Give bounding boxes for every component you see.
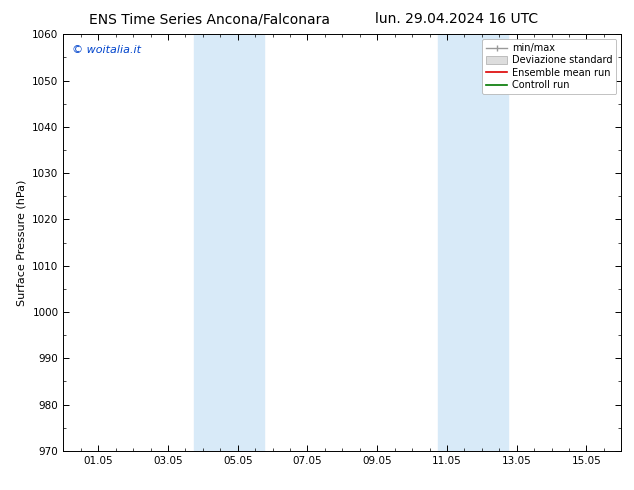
Text: lun. 29.04.2024 16 UTC: lun. 29.04.2024 16 UTC bbox=[375, 12, 538, 26]
Bar bbox=[194, 34, 264, 451]
Text: © woitalia.it: © woitalia.it bbox=[72, 45, 141, 55]
Y-axis label: Surface Pressure (hPa): Surface Pressure (hPa) bbox=[16, 179, 27, 306]
Legend: min/max, Deviazione standard, Ensemble mean run, Controll run: min/max, Deviazione standard, Ensemble m… bbox=[482, 39, 616, 94]
Bar bbox=[438, 34, 508, 451]
Text: ENS Time Series Ancona/Falconara: ENS Time Series Ancona/Falconara bbox=[89, 12, 330, 26]
